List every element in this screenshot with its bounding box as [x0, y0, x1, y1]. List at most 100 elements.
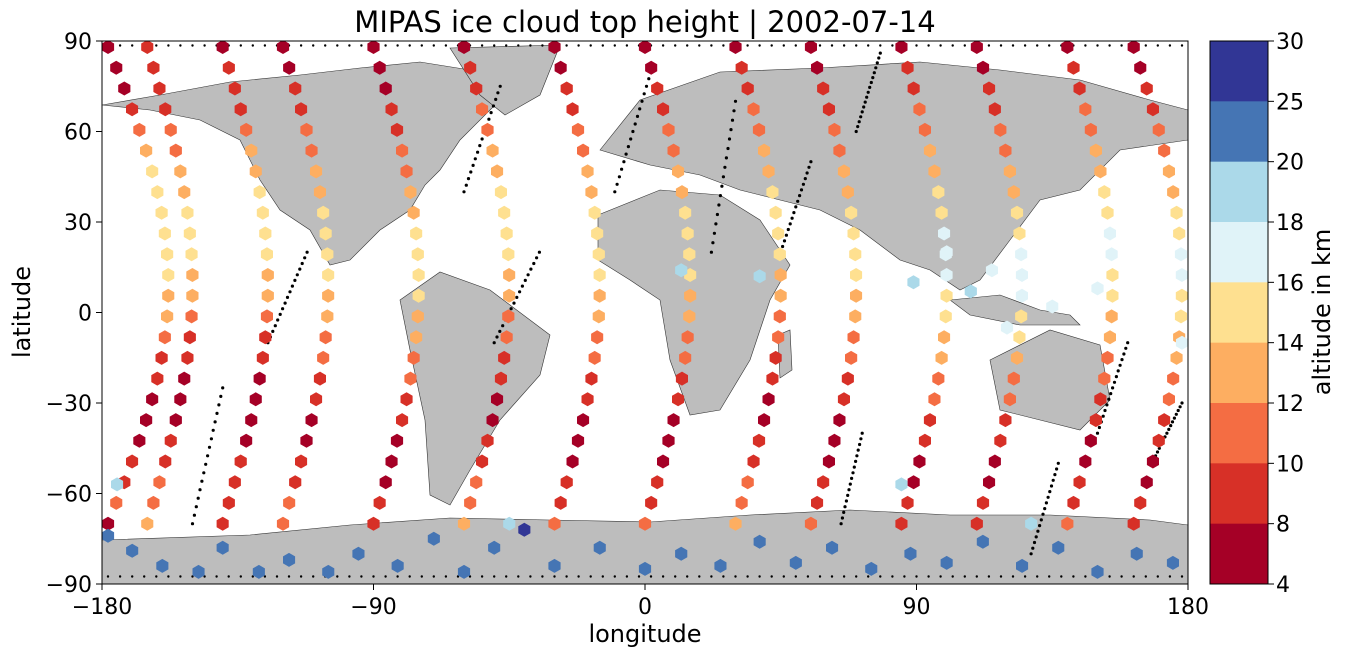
cloud-marker	[1073, 81, 1086, 96]
cloud-marker	[249, 392, 262, 407]
cloud-marker	[457, 516, 471, 531]
track-dot	[290, 284, 294, 288]
track-dot	[999, 44, 1003, 47]
cloud-marker	[1015, 268, 1028, 282]
cloud-marker	[833, 143, 846, 158]
track-dot	[857, 120, 861, 124]
track-dot	[360, 44, 363, 47]
cloud-marker	[427, 531, 440, 546]
track-dot	[858, 442, 862, 447]
cloud-marker	[317, 205, 330, 220]
cloud-marker	[932, 371, 945, 386]
cloud-marker	[548, 41, 561, 54]
colorbar-tick-label: 20	[1276, 151, 1304, 176]
track-dot	[494, 97, 498, 101]
track-dot	[491, 104, 495, 108]
track-dot	[1049, 484, 1054, 488]
cloud-marker	[313, 185, 326, 200]
track-dot	[806, 575, 810, 578]
track-dot	[784, 233, 789, 237]
cloud-marker	[310, 164, 323, 179]
colorbar-segment	[1210, 523, 1268, 585]
cloud-marker	[928, 164, 941, 179]
track-dot	[305, 250, 309, 254]
cloud-marker	[147, 60, 160, 75]
cloud-marker	[396, 143, 409, 158]
cloud-marker	[850, 288, 863, 303]
cloud-marker	[714, 558, 727, 573]
cloud-marker	[1101, 350, 1114, 365]
cloud-marker	[133, 433, 146, 448]
track-dot	[288, 290, 292, 294]
cloud-marker	[907, 275, 920, 290]
track-dot	[601, 44, 604, 47]
track-dot	[480, 44, 484, 47]
track-dot	[1165, 431, 1169, 435]
track-dot	[715, 212, 720, 217]
cloud-marker	[913, 102, 926, 117]
track-dot	[622, 160, 626, 164]
cloud-marker	[1089, 413, 1102, 428]
track-dot	[1120, 358, 1124, 362]
x-axis-label: longitude	[588, 620, 701, 648]
track-dot	[872, 71, 876, 75]
track-dot	[712, 231, 717, 235]
track-dot	[498, 84, 502, 88]
cloud-marker	[1158, 413, 1171, 428]
track-dot	[613, 190, 617, 194]
track-dot	[1169, 424, 1173, 428]
cloud-marker	[1015, 288, 1028, 303]
cloud-marker	[486, 143, 499, 158]
cloud-marker	[679, 205, 692, 220]
track-dot	[106, 575, 110, 578]
cloud-marker	[390, 433, 404, 448]
track-dot	[1041, 512, 1045, 516]
cloud-marker	[470, 475, 483, 490]
cloud-marker	[102, 516, 115, 531]
cloud-marker	[1003, 164, 1016, 179]
cloud-marker	[976, 495, 990, 510]
cloud-marker	[322, 564, 335, 579]
track-dot	[1114, 375, 1118, 379]
colorbar-tick-label: 4	[1276, 573, 1290, 598]
track-dot	[408, 44, 411, 47]
track-dot	[515, 295, 519, 299]
track-dot	[466, 177, 471, 181]
cloud-marker	[141, 41, 154, 54]
cloud-marker	[675, 371, 688, 386]
cloud-marker	[753, 534, 766, 549]
cloud-marker	[498, 350, 511, 365]
cloud-marker	[300, 433, 313, 448]
track-dot	[517, 575, 520, 578]
colorbar-tick-label: 30	[1276, 30, 1304, 55]
cloud-marker	[261, 268, 274, 282]
cloud-marker	[940, 555, 953, 570]
track-dot	[818, 44, 822, 47]
track-dot	[408, 575, 411, 578]
track-dot	[1111, 386, 1115, 390]
cloud-marker	[935, 350, 948, 365]
track-dot	[807, 165, 811, 169]
colorbar-segment	[1210, 161, 1268, 223]
cloud-marker	[185, 309, 198, 324]
track-dot	[951, 575, 954, 578]
cloud-marker	[591, 226, 604, 241]
cloud-marker	[319, 330, 332, 345]
track-dot	[1180, 44, 1184, 47]
cloud-marker	[174, 392, 187, 407]
cloud-marker	[379, 475, 392, 490]
track-dot	[217, 403, 221, 407]
track-dot	[1172, 416, 1176, 420]
cloud-marker	[1146, 102, 1159, 117]
track-dot	[336, 44, 339, 47]
track-dot	[535, 256, 539, 260]
cloud-marker	[828, 433, 841, 448]
cloud-marker	[153, 475, 166, 490]
cloud-marker	[566, 454, 579, 469]
track-dot	[1168, 44, 1172, 47]
track-dot	[492, 341, 496, 345]
cloud-marker	[638, 516, 652, 531]
track-dot	[565, 575, 568, 578]
cloud-marker	[675, 546, 688, 561]
track-dot	[709, 250, 714, 254]
